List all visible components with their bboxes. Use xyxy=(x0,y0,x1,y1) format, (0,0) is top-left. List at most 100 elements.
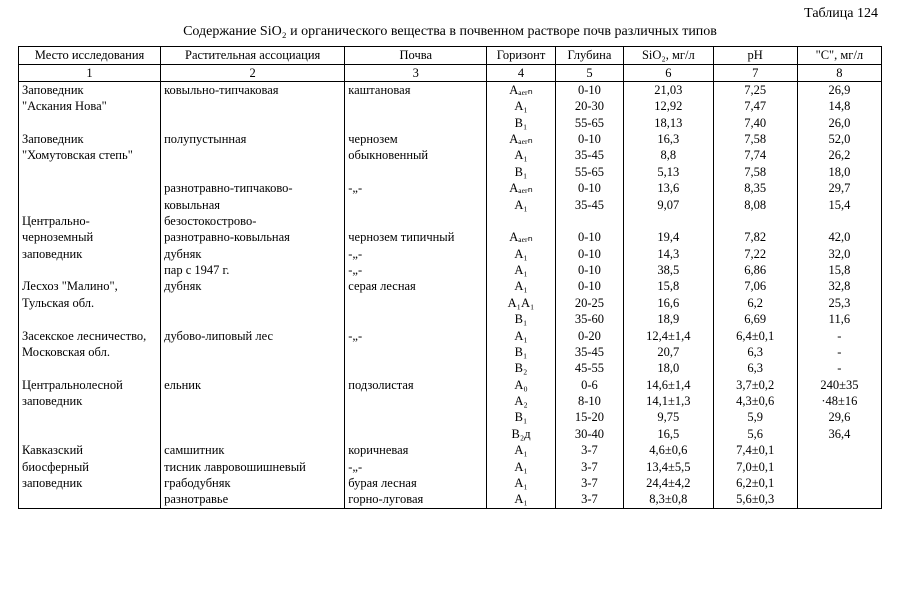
cell: 7,82 xyxy=(713,229,797,245)
cell xyxy=(345,295,487,311)
cell: 32,8 xyxy=(797,278,881,294)
table-row: "Хомутовская степь"обыкновенныйA₁35-458,… xyxy=(19,147,882,163)
cell xyxy=(624,213,713,229)
cell xyxy=(555,213,623,229)
cell xyxy=(345,164,487,180)
cell: Центральнолесной xyxy=(19,377,161,393)
cell: A₁ xyxy=(487,246,555,262)
cell: 8,08 xyxy=(713,197,797,213)
cell: 7,74 xyxy=(713,147,797,163)
cell: тисник лавровошишневый xyxy=(161,459,345,475)
table-row: КавказскийсамшитниккоричневаяA₁3-74,6±0,… xyxy=(19,442,882,458)
cell: 0-10 xyxy=(555,246,623,262)
cell: Лесхоз "Малино", xyxy=(19,278,161,294)
cell: 14,1±1,3 xyxy=(624,393,713,409)
cell: 4,3±0,6 xyxy=(713,393,797,409)
cell xyxy=(797,459,881,475)
cell xyxy=(345,115,487,131)
cell xyxy=(19,491,161,508)
cell: 0-10 xyxy=(555,278,623,294)
cell: 14,3 xyxy=(624,246,713,262)
cell: - xyxy=(797,344,881,360)
cell: - xyxy=(797,328,881,344)
cell: -„- xyxy=(345,180,487,196)
table-row: "Аскания Нова"A₁20-3012,927,4714,8 xyxy=(19,98,882,114)
cell: обыкновенный xyxy=(345,147,487,163)
table-number: Таблица 124 xyxy=(18,6,878,22)
cell: 5,6 xyxy=(713,426,797,442)
cell: 15-20 xyxy=(555,409,623,425)
cell: чернозем типичный xyxy=(345,229,487,245)
cell xyxy=(345,98,487,114)
table-row: B₁55-655,137,5818,0 xyxy=(19,164,882,180)
cell: 6,69 xyxy=(713,311,797,327)
table-row: Лесхоз "Малино",дубняксерая леснаяA₁0-10… xyxy=(19,278,882,294)
cell: A₁A₁ xyxy=(487,295,555,311)
col-header: Глубина xyxy=(555,47,623,64)
cell: заповедник xyxy=(19,393,161,409)
cell xyxy=(161,344,345,360)
cell: 7,06 xyxy=(713,278,797,294)
cell: 3-7 xyxy=(555,459,623,475)
cell: 14,6±1,4 xyxy=(624,377,713,393)
table-row: Московская обл.B₁35-4520,76,3- xyxy=(19,344,882,360)
cell: 26,9 xyxy=(797,81,881,98)
col-number: 8 xyxy=(797,64,881,81)
cell: 240±35 xyxy=(797,377,881,393)
table-row: разнотравно-типчаково--„-Aₐₑᵣₙ0-1013,68,… xyxy=(19,180,882,196)
cell xyxy=(161,360,345,376)
cell: 18,13 xyxy=(624,115,713,131)
table-row: ЦентральнолеснойельникподзолистаяA₀0-614… xyxy=(19,377,882,393)
cell: 15,8 xyxy=(797,262,881,278)
cell: самшитник xyxy=(161,442,345,458)
cell: A₀ xyxy=(487,377,555,393)
cell: 8-10 xyxy=(555,393,623,409)
cell: 9,75 xyxy=(624,409,713,425)
cell: 0-6 xyxy=(555,377,623,393)
col-header: "C", мг/л xyxy=(797,47,881,64)
cell: 18,0 xyxy=(797,164,881,180)
cell: серая лесная xyxy=(345,278,487,294)
cell xyxy=(797,442,881,458)
cell: 18,9 xyxy=(624,311,713,327)
cell: 0-10 xyxy=(555,131,623,147)
col-header: SiO₂, мг/л xyxy=(624,47,713,64)
cell: -„- xyxy=(345,246,487,262)
col-number: 1 xyxy=(19,64,161,81)
table-body: Заповедникковыльно-типчаковаякаштановаяA… xyxy=(19,81,882,508)
cell: 12,92 xyxy=(624,98,713,114)
cell: 14,8 xyxy=(797,98,881,114)
cell: 42,0 xyxy=(797,229,881,245)
cell: 8,3±0,8 xyxy=(624,491,713,508)
cell: 7,47 xyxy=(713,98,797,114)
cell: A₁ xyxy=(487,262,555,278)
cell: Заповедник xyxy=(19,81,161,98)
cell: 7,0±0,1 xyxy=(713,459,797,475)
cell: "Хомутовская степь" xyxy=(19,147,161,163)
cell: -„- xyxy=(345,262,487,278)
cell: 35-45 xyxy=(555,147,623,163)
table-row: Тульская обл.A₁A₁20-2516,66,225,3 xyxy=(19,295,882,311)
cell: 29,7 xyxy=(797,180,881,196)
cell xyxy=(19,409,161,425)
cell: каштановая xyxy=(345,81,487,98)
cell: 26,2 xyxy=(797,147,881,163)
cell: дубняк xyxy=(161,278,345,294)
cell: разнотравно-типчаково- xyxy=(161,180,345,196)
cell: A₁ xyxy=(487,278,555,294)
cell: подзолистая xyxy=(345,377,487,393)
cell: разнотравье xyxy=(161,491,345,508)
table-row: черноземныйразнотравно-ковыльнаячернозем… xyxy=(19,229,882,245)
cell xyxy=(713,213,797,229)
number-row: 1 2 3 4 5 6 7 8 xyxy=(19,64,882,81)
cell xyxy=(345,344,487,360)
cell: 4,6±0,6 xyxy=(624,442,713,458)
col-header: Горизонт xyxy=(487,47,555,64)
cell: 45-55 xyxy=(555,360,623,376)
cell: ·48±16 xyxy=(797,393,881,409)
cell: дубово-липовый лес xyxy=(161,328,345,344)
cell: 55-65 xyxy=(555,115,623,131)
cell: бурая лесная xyxy=(345,475,487,491)
cell xyxy=(19,360,161,376)
cell xyxy=(161,164,345,180)
